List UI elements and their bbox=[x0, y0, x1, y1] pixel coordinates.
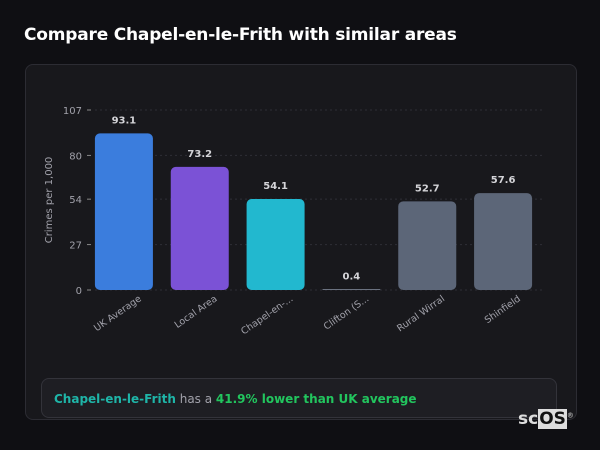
data-label: 0.4 bbox=[343, 271, 361, 282]
y-tick-label: 27 bbox=[69, 241, 82, 252]
data-label: 57.6 bbox=[491, 175, 516, 186]
bar[interactable] bbox=[94, 133, 153, 290]
summary-place[interactable]: Chapel-en-le-Frith bbox=[54, 392, 176, 406]
summary-middle: has a bbox=[175, 392, 216, 406]
y-tick-label: 80 bbox=[69, 151, 82, 162]
y-tick-label: 54 bbox=[69, 195, 82, 206]
scos-logo: scOS® bbox=[518, 409, 574, 429]
y-axis-label: Crimes per 1,000 bbox=[44, 157, 55, 244]
summary-difference: 41.9% lower than UK average bbox=[215, 392, 417, 406]
x-tick-label: Chapel-en-... bbox=[239, 293, 295, 337]
x-tick-label: Clifton (S... bbox=[322, 293, 371, 332]
bar[interactable] bbox=[398, 201, 457, 290]
page-title: Compare Chapel-en-le-Frith with similar … bbox=[24, 25, 457, 45]
x-tick-label: Shinfield bbox=[483, 293, 523, 326]
summary-box: Chapel-en-le-Frith has a 41.9% lower tha… bbox=[41, 378, 557, 418]
bar[interactable] bbox=[322, 289, 381, 290]
x-tick-label: UK Average bbox=[92, 293, 144, 334]
x-tick-label: Rural Wirral bbox=[395, 293, 447, 334]
data-label: 54.1 bbox=[263, 181, 288, 192]
data-label: 93.1 bbox=[112, 115, 137, 126]
bar[interactable] bbox=[170, 166, 229, 290]
x-tick-label: Local Area bbox=[173, 293, 220, 330]
data-label: 73.2 bbox=[187, 149, 212, 160]
y-tick-label: 0 bbox=[76, 286, 82, 297]
bar[interactable] bbox=[246, 198, 305, 290]
data-label: 52.7 bbox=[415, 183, 440, 194]
y-tick-label: 107 bbox=[63, 106, 82, 117]
bar[interactable] bbox=[474, 193, 533, 290]
